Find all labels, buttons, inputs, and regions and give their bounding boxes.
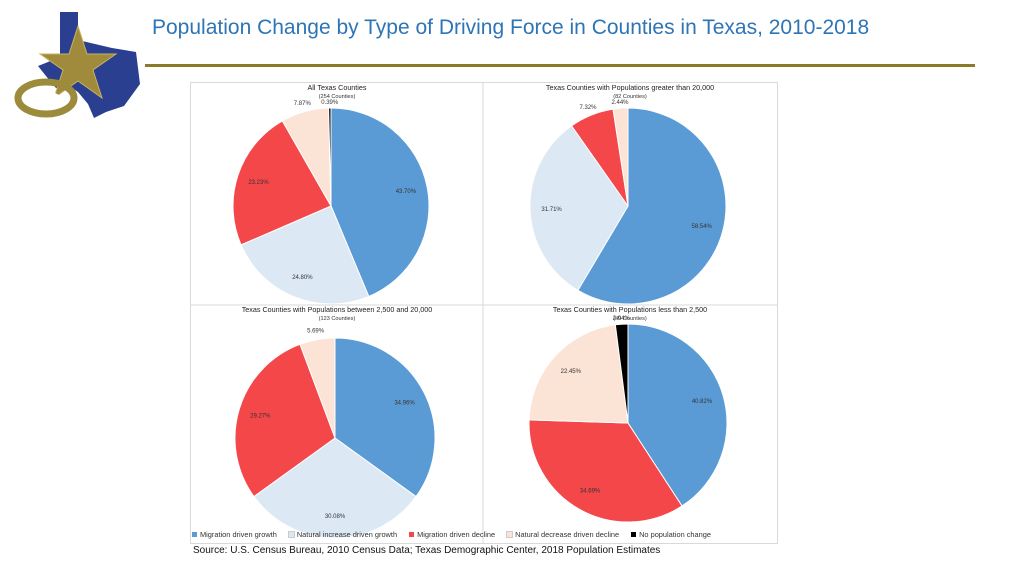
chart-panel: All Texas Counties (254 Counties) 43.70% 24… [190,82,778,544]
legend-item-no-change: No population change [631,530,711,539]
pie-data-label: 2.44% [611,100,629,106]
chart-legend: Migration driven growth Natural increase … [192,528,776,540]
legend-swatch [192,531,197,537]
legend-swatch [631,531,637,537]
pie-data-label: 23.23% [248,180,269,186]
star-icon [38,24,118,100]
source-note: Source: U.S. Census Bureau, 2010 Census … [193,545,661,556]
pie-slice-natural-increase-growth [529,125,629,291]
pie-data-label: 34.69% [580,488,601,494]
pie-title: Texas Counties with Populations greater … [546,83,714,92]
pie-chart-3: Texas Counties with Populations between … [234,305,436,539]
pie-slice-migration-growth [577,107,727,305]
pie-data-label: 0.39% [321,100,339,106]
title-divider [145,64,975,67]
pie-slice-migration-growth [334,337,436,498]
pie-data-label: 34.96% [394,401,415,407]
pie-title: All Texas Counties [308,83,367,92]
pie-data-label: 30.08% [325,514,346,520]
legend-swatch [506,530,514,538]
pie-slice-natural-increase-growth [253,437,417,539]
texas-demographic-center-logo [14,12,140,118]
legend-item-migration-growth: Migration driven growth [192,530,277,539]
pie-subtitle: (254 Counties) [319,94,356,100]
legend-label: No population change [639,529,711,539]
logo-swoosh-inner [34,92,62,108]
pie-data-label: 2.04% [613,316,631,322]
pie-slice-natural-decrease-decline [612,107,629,207]
pie-slice-no-change [614,323,629,424]
pie-chart-2: Texas Counties with Populations greater … [529,83,727,305]
pie-data-label: 7.87% [294,101,312,107]
pie-data-label: 24.80% [292,275,313,281]
pie-data-label: 22.45% [561,369,582,375]
pie-slice-no-change [328,107,332,207]
legend-item-natural-decrease-decline: Natural decrease driven decline [506,529,620,539]
pie-data-label: 58.54% [692,224,713,230]
pie-slice-natural-decrease-decline [299,337,336,439]
pie-subtitle: (123 Counties) [319,316,356,322]
page-title: Population Change by Type of Driving For… [152,16,870,39]
pie-chart-1: All Texas Counties (254 Counties) 43.70% 24… [232,83,430,305]
pie-charts-svg: All Texas Counties (254 Counties) 43.70% 24… [191,83,777,543]
pie-title: Texas Counties with Populations less tha… [553,305,707,314]
pie-slice-migration-decline [528,419,683,523]
pie-chart-4: Texas Counties with Populations less tha… [528,305,728,523]
legend-label: Migration driven growth [200,529,277,539]
pie-data-label: 7.32% [579,105,597,111]
pie-slice-migration-growth [330,107,430,298]
legend-item-natural-increase-growth: Natural increase driven growth [287,529,398,539]
legend-swatch [287,530,295,538]
logo-swoosh [14,78,78,118]
pie-slice-migration-decline [232,120,332,246]
pie-subtitle: (82 Counties) [613,94,647,100]
pie-data-label: 5.69% [307,329,325,335]
pie-slice-natural-increase-growth [240,205,370,305]
pie-data-label: 40.82% [692,399,713,405]
legend-label: Natural increase driven growth [296,529,398,539]
legend-label: Migration driven decline [417,529,496,539]
pie-data-label: 31.71% [541,207,562,213]
pie-data-label: 29.27% [250,413,271,419]
legend-label: Natural decrease driven decline [515,529,620,539]
pie-slice-natural-decrease-decline [528,324,629,424]
legend-swatch [409,531,415,537]
pie-slice-migration-decline [234,343,336,498]
legend-item-migration-decline: Migration driven decline [409,530,495,539]
pie-data-label: 43.70% [396,189,417,195]
pie-title: Texas Counties with Populations between … [242,305,433,314]
pie-subtitle: (49 Counties) [613,316,647,322]
